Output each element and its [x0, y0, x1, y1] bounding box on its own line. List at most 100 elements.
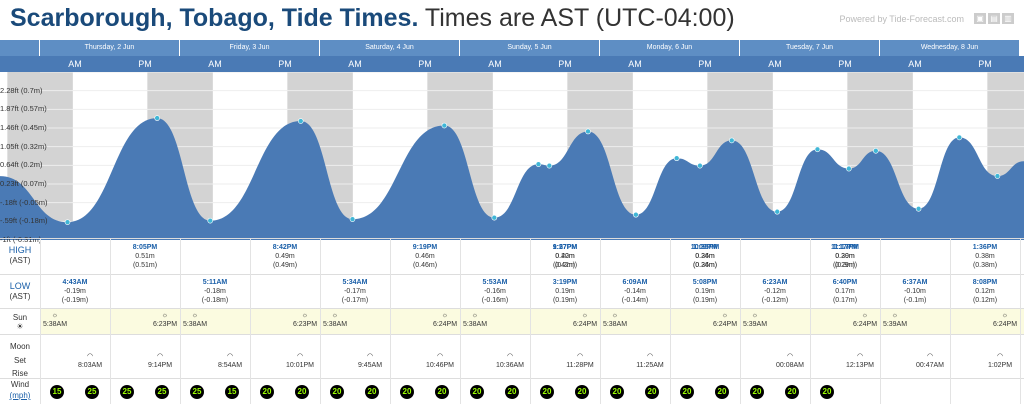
column-divider: [390, 238, 391, 404]
sun-cell: ☼ 6:23PM: [150, 311, 180, 329]
low-tide-cell-value: -0.10m: [904, 288, 926, 295]
settings-icon[interactable]: ▤: [988, 13, 1000, 24]
sunset-icon: ☼: [721, 312, 729, 319]
wind-icon: 20: [715, 385, 729, 399]
sun-time: 5:39AM: [742, 321, 768, 328]
moon-icon: ◠: [156, 353, 164, 360]
moon-cell: ◠ 10:01PM: [280, 352, 320, 370]
column-divider: [460, 238, 461, 404]
moon-cell: ◠ 10:36AM: [490, 352, 530, 370]
sun-icon: ☀: [16, 322, 24, 331]
day-label: Tuesday, 7 Jun: [740, 40, 880, 56]
high-tide-cell-value: 0.51m: [135, 253, 155, 260]
low-tide-cell-time: 6:23AM: [762, 279, 788, 286]
am-label: AM: [908, 59, 922, 69]
moon-time: 8:03AM: [77, 362, 103, 369]
sun-row: [0, 308, 1024, 335]
moon-cell: ◠ 1:02PM: [980, 352, 1020, 370]
high-tide-cell: 10:35PM 0.36m (0.36m): [670, 243, 740, 270]
tide-point: [297, 118, 304, 124]
moon-icon: ◠: [646, 353, 654, 360]
sun-cell: ☼ 5:38AM: [460, 311, 490, 329]
sun-cell: ☼ 5:38AM: [180, 311, 210, 329]
high-tide-cell: 9:19PM 0.46m (0.46m): [390, 243, 460, 270]
low-tide-cell-value: -0.17m: [344, 288, 366, 295]
low-tide-cell-value: 0.19m: [555, 288, 575, 295]
tide-point: [207, 217, 214, 224]
moon-icon: ◠: [86, 353, 94, 360]
low-label: LOW: [9, 281, 31, 291]
pm-label: PM: [978, 59, 992, 69]
column-divider: [1020, 238, 1021, 404]
print-icon[interactable]: ▣: [974, 13, 986, 24]
wind-unit-link[interactable]: (mph): [9, 391, 31, 400]
high-tide-cell-time: 9:57PM: [552, 244, 578, 251]
tide-point: [846, 165, 852, 172]
low-tide-cell-value: -0.19m: [64, 288, 86, 295]
column-divider: [40, 238, 41, 404]
low-tide-cell: 5:08PM 0.19m (0.19m): [670, 278, 740, 305]
low-tide-cell-value: -0.14m: [624, 288, 646, 295]
moon-icon: ◠: [856, 353, 864, 360]
day-label: Monday, 6 Jun: [600, 40, 740, 56]
y-tick-label: 1.87ft (0.57m): [0, 104, 47, 114]
fullscreen-icon[interactable]: ▥: [1002, 13, 1014, 24]
moon-cell: ◠ 00:08AM: [770, 352, 810, 370]
day-label: Saturday, 4 Jun: [320, 40, 460, 56]
tide-point: [697, 162, 703, 169]
moon-time: 10:46PM: [425, 362, 455, 369]
sun-cell: ☼ 5:38AM: [320, 311, 350, 329]
moon-cell: ◠ 11:25AM: [630, 352, 670, 370]
column-divider: [320, 238, 321, 404]
wind-icon: 20: [435, 385, 449, 399]
sunrise-icon: ☼: [891, 312, 899, 319]
moon-row: [0, 334, 1024, 379]
low-tide-cell-value: -0.12m: [764, 288, 786, 295]
y-tick-label: 1.46ft (0.45m): [0, 123, 47, 132]
tide-chart: [0, 56, 1024, 241]
low-tide-cell-metric: (0.19m): [552, 297, 578, 304]
wind-icon: 20: [575, 385, 589, 399]
column-divider: [880, 238, 881, 404]
low-tide-cell: 6:40PM 0.17m (0.17m): [810, 278, 880, 305]
moon-icon: ◠: [226, 353, 234, 360]
pm-label: PM: [558, 59, 572, 69]
moon-cell: ◠ 9:14PM: [140, 352, 180, 370]
page-title: Scarborough, Tobago, Tide Times. Times a…: [10, 4, 735, 33]
low-tide-cell-metric: (0.17m): [832, 297, 858, 304]
pm-label: PM: [698, 59, 712, 69]
pm-label: PM: [838, 59, 852, 69]
y-tick-label: 0.64ft (0.2m): [0, 160, 43, 170]
tide-chart-svg: [0, 71, 1024, 241]
sun-time: 6:24PM: [712, 321, 738, 328]
moon-time: 1:02PM: [987, 362, 1013, 369]
powered-by[interactable]: Powered by Tide-Forecast.com: [839, 14, 964, 24]
high-tide-cell-metric: (0.24m): [692, 262, 718, 269]
low-tide-cell-metric: (-0.18m): [201, 297, 229, 304]
wind-icon: 15: [50, 385, 64, 399]
low-tide-cell-metric: (-0.12m): [761, 297, 789, 304]
day-label: Wednesday, 8 Jun: [880, 40, 1020, 56]
day-header: Thursday, 2 Jun Friday, 3 Jun Saturday, 4 …: [0, 40, 1024, 56]
low-tide-cell: 5:34AM -0.17m (-0.17m): [320, 278, 390, 305]
wind-icon: 20: [295, 385, 309, 399]
high-tide-cell-time: 1:09PM: [692, 244, 718, 251]
moon-time: 8:54AM: [217, 362, 243, 369]
high-tide-cell-time: 1:36PM: [972, 244, 998, 251]
low-tide-cell: 4:43AM -0.19m (-0.19m): [40, 278, 110, 305]
high-label: HIGH: [8, 245, 32, 255]
sunrise-icon: ☼: [611, 312, 619, 319]
sunset-icon: ☼: [441, 312, 449, 319]
sun-time: 6:24PM: [432, 321, 458, 328]
moon-icon: ◠: [366, 353, 374, 360]
high-tide-cell-value: 0.49m: [275, 253, 295, 260]
wind-icon: 20: [505, 385, 519, 399]
tide-point: [546, 162, 553, 169]
low-tide-cell-value: 0.12m: [975, 288, 995, 295]
wind-icon: 20: [540, 385, 554, 399]
low-row: [0, 274, 1024, 309]
tide-point: [814, 146, 821, 153]
high-tide-cell: 1:27PM 0.20m (0.2m): [530, 243, 600, 270]
sun-time: 6:24PM: [572, 321, 598, 328]
y-tick-label: 1.05ft (0.32m): [0, 141, 47, 151]
